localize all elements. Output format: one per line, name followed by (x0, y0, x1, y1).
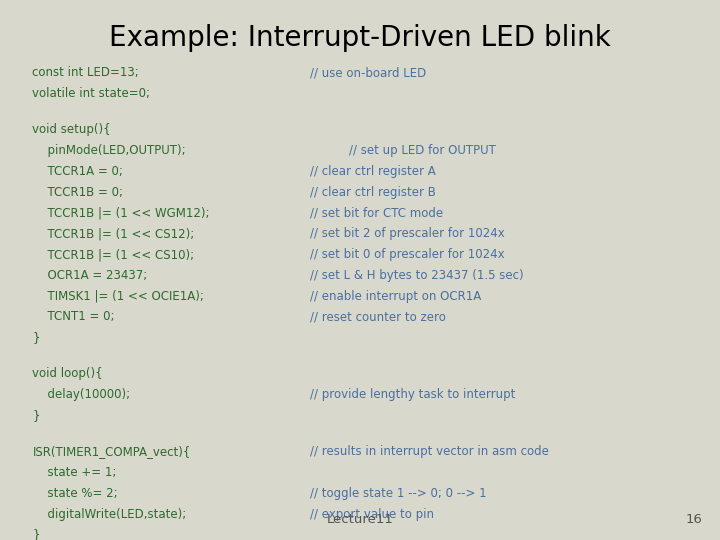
Text: state %= 2;: state %= 2; (40, 487, 117, 500)
Text: 16: 16 (685, 513, 702, 526)
Text: TCNT1 = 0;: TCNT1 = 0; (40, 310, 114, 323)
Text: void loop(){: void loop(){ (32, 367, 103, 381)
Text: // enable interrupt on OCR1A: // enable interrupt on OCR1A (310, 289, 481, 303)
Text: // set bit 0 of prescaler for 1024x: // set bit 0 of prescaler for 1024x (310, 248, 504, 261)
Text: // set L & H bytes to 23437 (1.5 sec): // set L & H bytes to 23437 (1.5 sec) (310, 269, 523, 282)
Text: pinMode(LED,OUTPUT);: pinMode(LED,OUTPUT); (40, 144, 185, 157)
Text: // results in interrupt vector in asm code: // results in interrupt vector in asm co… (310, 445, 549, 458)
Text: // clear ctrl register B: // clear ctrl register B (310, 186, 436, 199)
Text: OCR1A = 23437;: OCR1A = 23437; (40, 269, 147, 282)
Text: Lecture11: Lecture11 (327, 513, 393, 526)
Text: // use on-board LED: // use on-board LED (310, 66, 426, 79)
Text: // provide lengthy task to interrupt: // provide lengthy task to interrupt (310, 388, 515, 401)
Text: TIMSK1 |= (1 << OCIE1A);: TIMSK1 |= (1 << OCIE1A); (40, 289, 204, 303)
Text: // reset counter to zero: // reset counter to zero (310, 310, 446, 323)
Text: TCCR1B |= (1 << WGM12);: TCCR1B |= (1 << WGM12); (40, 206, 209, 220)
Text: // set bit for CTC mode: // set bit for CTC mode (310, 206, 443, 220)
Text: void setup(){: void setup(){ (32, 123, 111, 137)
Text: }: } (32, 331, 40, 345)
Text: // export value to pin: // export value to pin (310, 508, 433, 521)
Text: volatile int state=0;: volatile int state=0; (32, 87, 150, 100)
Text: }: } (32, 528, 40, 540)
Text: TCCR1A = 0;: TCCR1A = 0; (40, 165, 122, 178)
Text: }: } (32, 409, 40, 422)
Text: state += 1;: state += 1; (40, 466, 116, 479)
Text: TCCR1B |= (1 << CS12);: TCCR1B |= (1 << CS12); (40, 227, 194, 240)
Text: // set up LED for OUTPUT: // set up LED for OUTPUT (349, 144, 496, 157)
Text: const int LED=13;: const int LED=13; (32, 66, 139, 79)
Text: digitalWrite(LED,state);: digitalWrite(LED,state); (40, 508, 186, 521)
Text: delay(10000);: delay(10000); (40, 388, 130, 401)
Text: // toggle state 1 --> 0; 0 --> 1: // toggle state 1 --> 0; 0 --> 1 (310, 487, 486, 500)
Text: // set bit 2 of prescaler for 1024x: // set bit 2 of prescaler for 1024x (310, 227, 504, 240)
Text: // clear ctrl register A: // clear ctrl register A (310, 165, 436, 178)
Text: TCCR1B |= (1 << CS10);: TCCR1B |= (1 << CS10); (40, 248, 194, 261)
Text: ISR(TIMER1_COMPA_vect){: ISR(TIMER1_COMPA_vect){ (32, 445, 191, 458)
Text: TCCR1B = 0;: TCCR1B = 0; (40, 186, 122, 199)
Text: Example: Interrupt-Driven LED blink: Example: Interrupt-Driven LED blink (109, 24, 611, 52)
